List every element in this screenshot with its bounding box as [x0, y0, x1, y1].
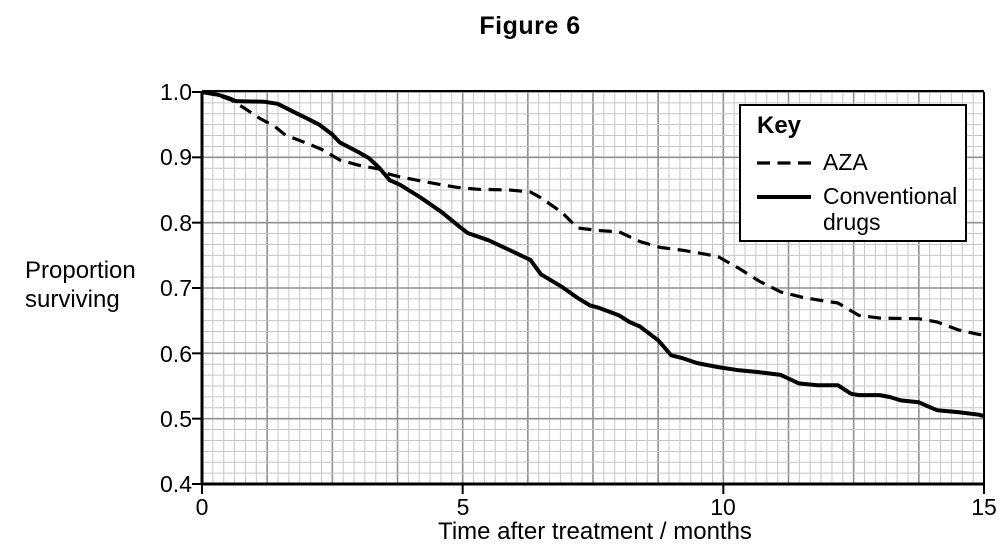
aza-curve — [201, 90, 985, 337]
y-tick-label: 0.8 — [160, 210, 192, 236]
y-tick-label: 1.0 — [160, 79, 192, 105]
x-axis-label: Time after treatment / months — [438, 518, 752, 545]
x-tick-label: 15 — [971, 494, 997, 520]
legend-entry-conventional: Conventional drugs — [757, 183, 965, 235]
x-tick-label: 10 — [710, 494, 736, 520]
y-tick-label: 0.6 — [160, 341, 192, 367]
conventional-drugs-curve — [201, 90, 985, 419]
legend-box: Key AZA Conventional drugs — [739, 104, 967, 242]
legend-label: AZA — [823, 149, 868, 175]
figure-title: Figure 6 — [479, 12, 581, 40]
y-tick-label: 0.4 — [160, 471, 192, 497]
y-axis-label: Proportion surviving — [25, 257, 136, 313]
solid-line-sample-icon — [757, 195, 811, 199]
legend-label: Conventional drugs — [823, 183, 958, 235]
y-tick-label: 0.5 — [160, 406, 192, 432]
x-tick-label: 5 — [456, 494, 470, 520]
x-tick-label: 0 — [195, 494, 209, 520]
y-tick-label: 0.9 — [160, 144, 192, 170]
dashed-line-sample-icon — [757, 161, 811, 165]
y-tick-label: 0.7 — [160, 275, 192, 301]
legend-entry-aza: AZA — [757, 149, 965, 175]
legend-title: Key — [757, 112, 802, 139]
